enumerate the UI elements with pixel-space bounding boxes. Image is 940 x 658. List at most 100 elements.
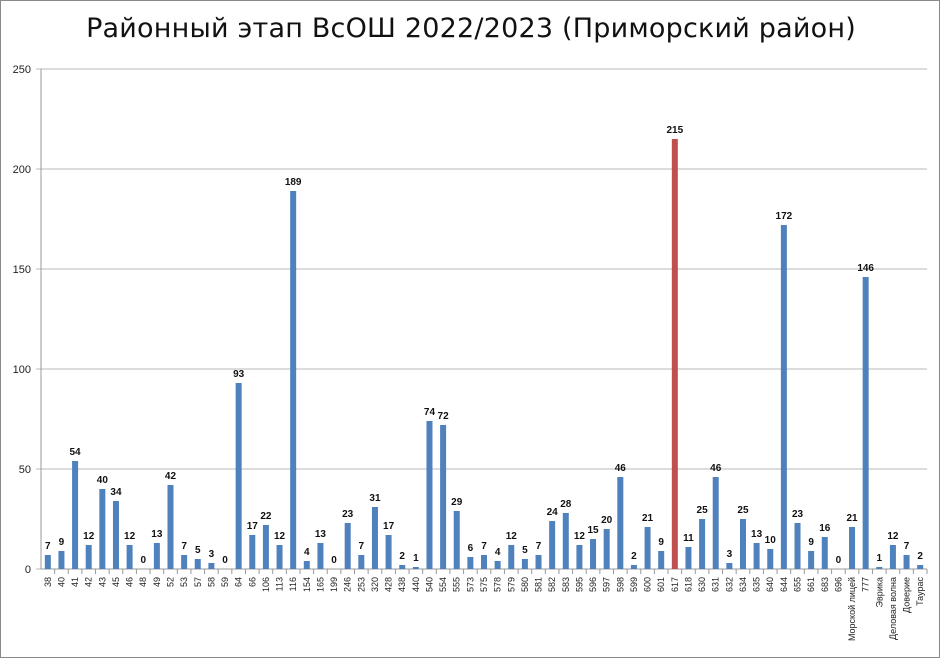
x-tick-label: 554 [438, 577, 448, 592]
x-tick-label: 582 [547, 577, 557, 592]
x-tick-label: 116 [288, 577, 298, 591]
y-tick-label: 0 [25, 564, 31, 576]
data-label: 10 [765, 535, 777, 546]
data-label: 17 [383, 521, 395, 532]
data-label: 17 [247, 521, 259, 532]
x-tick-label: 438 [397, 577, 407, 592]
bar [208, 563, 215, 569]
bar [917, 565, 924, 569]
bar [562, 513, 569, 569]
bar [126, 545, 133, 569]
data-label: 25 [737, 505, 749, 516]
data-label: 13 [751, 529, 763, 540]
data-label: 12 [506, 531, 518, 542]
bar [99, 489, 106, 569]
data-label: 0 [331, 555, 337, 566]
x-tick-label: 581 [534, 577, 544, 592]
data-label: 215 [666, 125, 683, 136]
bar [617, 477, 624, 569]
x-tick-label: 320 [370, 577, 380, 592]
bar [303, 561, 310, 569]
bar [508, 545, 515, 569]
y-tick-label: 250 [13, 64, 31, 76]
bar [590, 539, 597, 569]
data-label: 5 [195, 545, 201, 556]
bar [85, 545, 92, 569]
data-label: 34 [110, 487, 122, 498]
bar [440, 425, 447, 569]
bar [399, 565, 406, 569]
x-tick-label: 46 [125, 577, 135, 587]
data-label: 7 [45, 541, 51, 552]
data-label: 72 [438, 411, 450, 422]
data-label: 5 [522, 545, 528, 556]
x-tick-label: 598 [615, 577, 625, 592]
x-tick-label: 632 [724, 577, 734, 592]
x-tick-label: 599 [629, 577, 639, 592]
bar [276, 545, 283, 569]
data-label: 31 [369, 493, 381, 504]
data-label: 25 [697, 505, 709, 516]
bar [671, 139, 678, 569]
data-label: 12 [274, 531, 286, 542]
x-tick-label: 428 [384, 577, 394, 592]
data-label: 21 [846, 513, 858, 524]
bar [44, 555, 51, 569]
data-label: 0 [222, 555, 228, 566]
data-label: 1 [413, 553, 419, 564]
bar [603, 529, 610, 569]
bar [153, 543, 160, 569]
data-label: 12 [124, 531, 136, 542]
bar [889, 545, 896, 569]
x-tick-label: 66 [247, 577, 257, 587]
x-tick-label: 165 [315, 577, 325, 592]
data-label: 12 [83, 531, 95, 542]
x-tick-label: Эврика [874, 577, 884, 607]
x-tick-label: 59 [220, 577, 230, 587]
bar [58, 551, 65, 569]
chart-title: Районный этап ВсОШ 2022/2023 (Приморский… [86, 13, 856, 44]
bar [194, 559, 201, 569]
bar [494, 561, 501, 569]
x-tick-label: 42 [84, 577, 94, 587]
bar [876, 567, 883, 569]
bar [862, 277, 869, 569]
data-label: 93 [233, 369, 245, 380]
x-tick-label: 57 [193, 577, 203, 587]
x-tick-label: Таурас [915, 577, 925, 606]
bar [426, 421, 433, 569]
x-tick-label: 199 [329, 577, 339, 592]
x-tick-label: 579 [506, 577, 516, 592]
x-tick-label: 655 [793, 577, 803, 592]
data-label: 146 [857, 263, 874, 274]
y-tick-label: 150 [13, 264, 31, 276]
bar [767, 549, 774, 569]
x-tick-label: 253 [356, 577, 366, 592]
data-label: 46 [615, 463, 627, 474]
x-tick-label: Деловая волна [888, 577, 898, 640]
bar [385, 535, 392, 569]
x-tick-label: 38 [43, 577, 53, 587]
bar [903, 555, 910, 569]
bar [344, 523, 351, 569]
data-label: 7 [904, 541, 910, 552]
x-tick-label: 64 [234, 577, 244, 587]
data-label: 3 [727, 549, 733, 560]
data-label: 40 [97, 475, 109, 486]
x-tick-label: 45 [111, 577, 121, 587]
data-label: 23 [792, 509, 804, 520]
y-tick-label: 200 [13, 164, 31, 176]
bar [167, 485, 174, 569]
x-tick-label: 644 [779, 577, 789, 592]
data-label: 28 [560, 499, 572, 510]
data-label: 12 [574, 531, 586, 542]
x-tick-label: 49 [152, 577, 162, 587]
data-label: 2 [917, 551, 923, 562]
data-label: 7 [481, 541, 487, 552]
x-tick-label: 40 [56, 577, 66, 587]
x-tick-label: 583 [561, 577, 571, 592]
data-label: 0 [140, 555, 146, 566]
data-label: 13 [315, 529, 327, 540]
x-tick-label: 630 [697, 577, 707, 592]
